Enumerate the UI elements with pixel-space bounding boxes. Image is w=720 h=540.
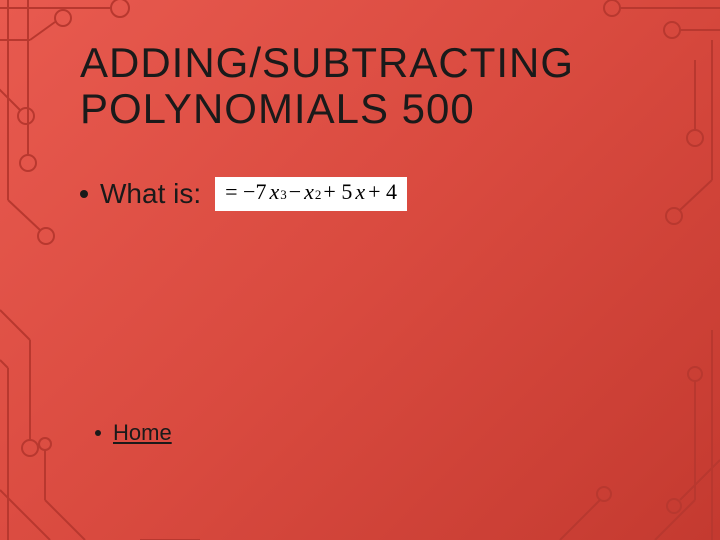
home-link[interactable]: Home xyxy=(113,420,172,446)
content-area: ADDING/SUBTRACTING POLYNOMIALS 500 What … xyxy=(80,40,680,231)
formula-prefix: = −7 xyxy=(225,179,266,205)
title-line-2: POLYNOMIALS 500 xyxy=(80,85,475,132)
formula-tail: + 4 xyxy=(368,179,397,205)
bullet-icon xyxy=(95,430,101,436)
formula-op1: − xyxy=(289,179,301,205)
home-bullet: Home xyxy=(95,420,172,446)
formula-var2: x xyxy=(304,179,314,205)
formula-exp2: 2 xyxy=(315,187,322,203)
formula-var1: x xyxy=(269,179,279,205)
formula: = −7x3 − x2 + 5x + 4 xyxy=(215,177,407,211)
bullet-icon xyxy=(80,190,88,198)
slide-title: ADDING/SUBTRACTING POLYNOMIALS 500 xyxy=(80,40,680,132)
formula-var3: x xyxy=(355,179,365,205)
formula-exp1: 3 xyxy=(280,187,287,203)
title-line-1: ADDING/SUBTRACTING xyxy=(80,39,574,86)
formula-op2: + 5 xyxy=(323,179,352,205)
answer-bullet: What is: = −7x3 − x2 + 5x + 4 xyxy=(80,177,680,211)
slide: ADDING/SUBTRACTING POLYNOMIALS 500 What … xyxy=(0,0,720,540)
bullet-label: What is: xyxy=(100,178,201,210)
